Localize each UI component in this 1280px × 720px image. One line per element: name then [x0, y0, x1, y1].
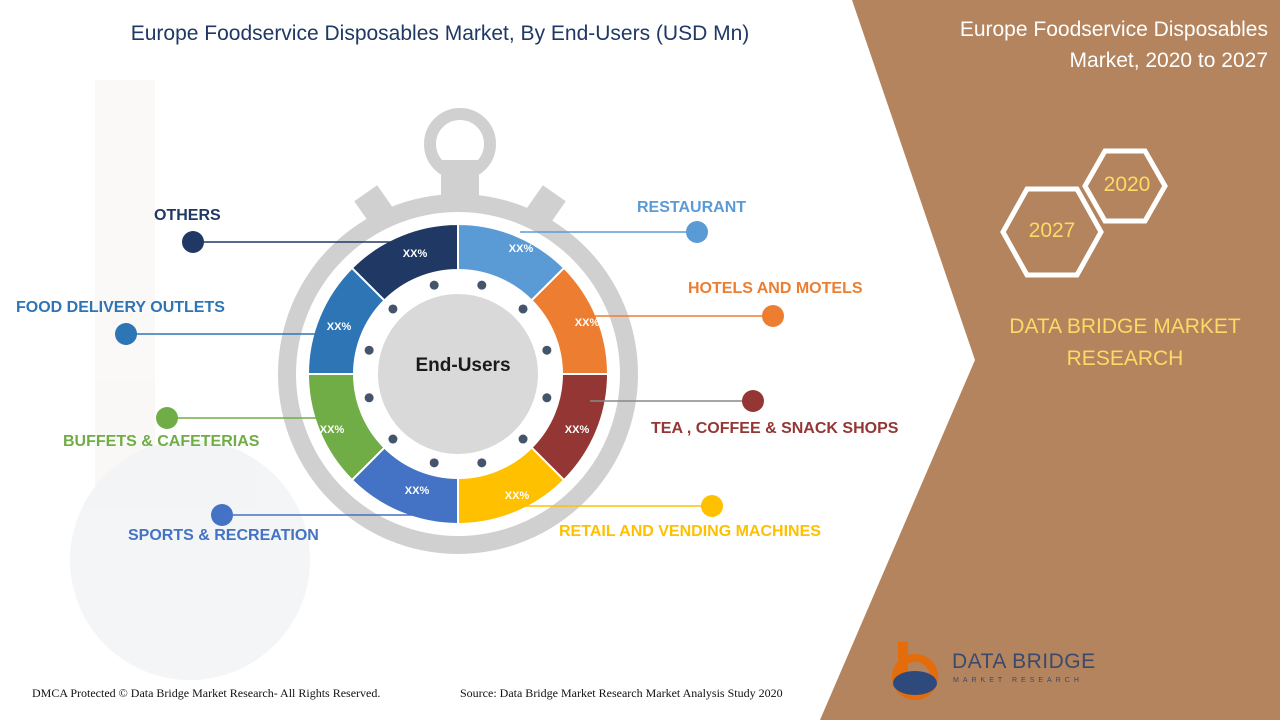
leader-lines [115, 221, 784, 526]
label-retail-vending-machines: RETAIL AND VENDING MACHINES [559, 523, 821, 540]
pct-sports: XX% [404, 485, 430, 497]
tick-dot [518, 304, 528, 314]
year-base-label: 2020 [1103, 173, 1151, 196]
label-hotels-motels: HOTELS AND MOTELS [688, 280, 863, 297]
restaurant-marker [686, 221, 708, 243]
label-sports-recreation: SPORTS & RECREATION [128, 527, 319, 544]
side-title: Europe Foodservice Disposables Market, 2… [888, 14, 1268, 76]
food-delivery-marker [115, 323, 137, 345]
watermark [70, 80, 310, 680]
year-forecast-label: 2027 [1028, 219, 1076, 242]
tick-dot [429, 458, 439, 468]
label-buffets-cafeterias: BUFFETS & CAFETERIAS [63, 433, 260, 450]
hotels-marker [762, 305, 784, 327]
tick-dot [542, 393, 552, 403]
pct-buffets: XX% [319, 424, 345, 436]
tick-dot [542, 345, 552, 355]
tick-dot [429, 280, 439, 290]
center-disc [378, 294, 538, 454]
retail-marker [701, 495, 723, 517]
hexagon-2020 [1082, 148, 1168, 224]
label-tea-coffee-snack-shops: TEA , COFFEE & SNACK SHOPS [651, 420, 899, 437]
label-others: OTHERS [154, 207, 221, 224]
chart-title: Europe Foodservice Disposables Market, B… [130, 22, 750, 45]
tick-dot [388, 434, 398, 444]
footer-copyright: DMCA Protected © Data Bridge Market Rese… [32, 686, 381, 700]
tea-coffee-marker [742, 390, 764, 412]
pct-restaurant: XX% [508, 243, 534, 255]
tick-dot [477, 280, 487, 290]
label-restaurant: RESTAURANT [637, 199, 747, 216]
logo-icon [892, 642, 938, 700]
others-marker [182, 231, 204, 253]
tick-dots [364, 280, 552, 468]
sports-marker [211, 504, 233, 526]
brand-line1: DATA BRIDGE MARKET [1009, 315, 1241, 338]
hexagon-2027 [1000, 186, 1104, 278]
side-title-line2: Market, 2020 to 2027 [1069, 49, 1268, 72]
logo-subtitle: MARKET RESEARCH [953, 677, 1083, 684]
center-label: End-Users [415, 355, 511, 376]
brand-line2: RESEARCH [1066, 347, 1184, 370]
tick-dot [388, 304, 398, 314]
pct-tea-coffee: XX% [564, 424, 590, 436]
tick-dot [364, 345, 374, 355]
buffets-marker [156, 407, 178, 429]
label-food-delivery-outlets: FOOD DELIVERY OUTLETS [16, 299, 225, 316]
pct-hotels-motels: XX% [574, 317, 600, 329]
side-panel [820, 0, 1280, 720]
donut-chart [306, 222, 610, 526]
pct-food-delivery: XX% [326, 321, 352, 333]
side-title-line1: Europe Foodservice Disposables [959, 18, 1268, 41]
pct-retail: XX% [504, 490, 530, 502]
brand-text: DATA BRIDGE MARKET RESEARCH [985, 311, 1265, 375]
tick-dot [364, 393, 374, 403]
footer-source: Source: Data Bridge Market Research Mark… [460, 686, 783, 700]
pct-others: XX% [402, 248, 428, 260]
tick-dot [518, 434, 528, 444]
tick-dot [477, 458, 487, 468]
logo-name: DATA BRIDGE [952, 650, 1096, 673]
